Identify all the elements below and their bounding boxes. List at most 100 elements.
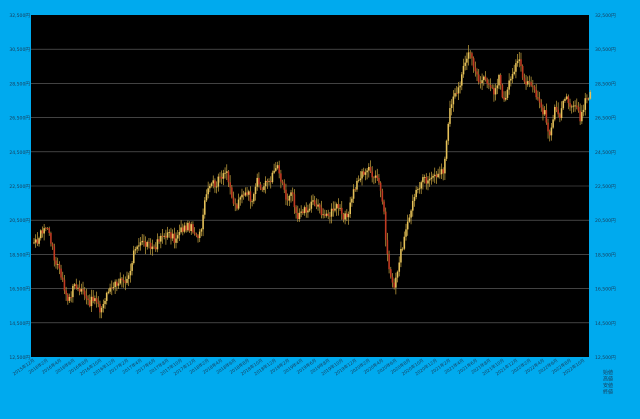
candle [366,168,368,180]
candle [165,229,167,245]
candle [523,73,526,84]
candle-body [148,242,150,243]
candle-body [263,186,265,190]
candle-body [354,189,357,191]
candle-body [141,240,144,243]
candle-body [153,246,155,248]
candle [511,68,514,84]
candle [173,227,176,249]
candle [99,300,101,319]
candle [455,86,458,97]
candle-body [75,284,78,289]
candle [461,72,463,91]
candle-body [112,287,115,289]
candle [493,84,495,102]
candle-body [68,296,71,301]
candle [244,187,247,197]
candle-body [268,181,270,183]
candle [286,193,289,206]
candle-body [325,213,328,216]
candle [290,189,292,203]
candle-body [51,243,54,247]
candle-body [439,173,441,175]
candle [428,172,431,187]
candle-body [117,283,120,286]
candle [45,226,47,232]
candle [303,205,306,216]
candle-body [471,53,473,59]
candle [302,208,304,215]
candle [510,76,512,87]
candle-body [200,229,203,232]
candle [423,174,426,184]
candle [41,226,44,238]
candle-body [166,232,169,238]
candle [449,100,451,127]
candle [231,184,233,199]
legend-entry: 終値 [603,389,613,396]
candle [369,160,372,173]
candle [586,94,588,104]
candle-body [305,207,308,213]
candle [444,156,446,181]
candle [312,194,314,206]
candle-body [335,204,338,209]
candle-body [256,177,258,187]
candle [112,282,115,291]
candle-body [173,233,176,243]
candle-body [83,290,86,296]
candle [82,281,84,295]
candle [356,177,358,192]
candle [241,188,243,204]
candle-body [156,239,159,250]
candle-body [146,242,149,247]
candle-body [383,201,385,212]
candle [283,179,286,194]
candle [572,101,575,113]
candle-body [158,239,160,242]
candle [138,238,140,251]
candle-body [247,191,250,195]
candle [411,194,414,217]
candle [68,293,71,304]
candle-body [318,204,321,208]
candle-body [359,178,362,181]
candle [227,170,230,188]
candle [132,245,135,265]
candle [564,97,566,103]
candle-body [94,298,96,302]
candle-body [60,268,62,278]
candle [381,188,384,205]
candle-body [232,197,235,204]
candle [342,212,345,223]
candle [61,271,64,283]
candle [232,191,235,206]
candle [506,86,509,100]
candle-body [92,296,94,302]
candle [474,61,477,77]
candle [565,93,568,101]
candle [472,56,475,73]
candle [337,198,340,216]
candle-body [482,76,485,81]
candle [38,236,40,247]
candle [521,64,524,80]
candle [540,99,543,112]
candle-body [366,170,368,173]
candle [469,50,472,59]
candle [256,173,258,191]
candle [146,240,149,250]
candle [102,299,105,313]
candle-body [322,214,324,216]
candle [136,245,138,253]
candle [197,234,199,243]
candle-body [548,131,551,136]
candle-body [237,199,240,209]
candle-body [280,173,282,182]
candle-body [523,77,526,82]
candle-body [498,74,500,86]
candle [219,172,221,183]
y-tick-label: 24,500円 [9,150,30,156]
candle [557,102,559,118]
candle-body [207,188,209,195]
